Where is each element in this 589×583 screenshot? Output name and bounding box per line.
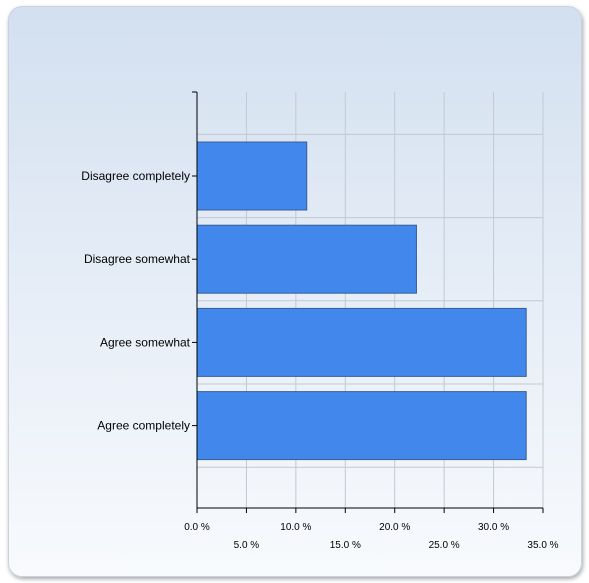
x-tick-labels: 0.0 % 5.0 % 10.0 % 15.0 % 20.0 % 25.0 % 30.0 %… xyxy=(184,522,558,551)
bars xyxy=(196,141,527,461)
bar xyxy=(196,391,527,461)
category-labels: Disagree completely Disagree somewhat Agre… xyxy=(81,169,190,433)
bar xyxy=(196,224,417,294)
category-label: Disagree somewhat xyxy=(84,252,191,266)
x-tick-label: 35.0 % xyxy=(527,540,558,551)
x-tick-label: 20.0 % xyxy=(379,522,410,533)
x-tick-label: 30.0 % xyxy=(478,522,509,533)
bar xyxy=(196,141,308,211)
bar xyxy=(196,307,527,377)
category-label: Disagree completely xyxy=(81,169,190,183)
x-tick-label: 10.0 % xyxy=(280,522,311,533)
x-tick-label: 15.0 % xyxy=(330,540,361,551)
x-tick-label: 0.0 % xyxy=(184,522,210,533)
category-label: Agree somewhat xyxy=(100,335,191,349)
category-label: Agree completely xyxy=(97,419,190,433)
x-tick-label: 25.0 % xyxy=(429,540,460,551)
x-tick-label: 5.0 % xyxy=(234,540,260,551)
axes xyxy=(192,91,544,513)
